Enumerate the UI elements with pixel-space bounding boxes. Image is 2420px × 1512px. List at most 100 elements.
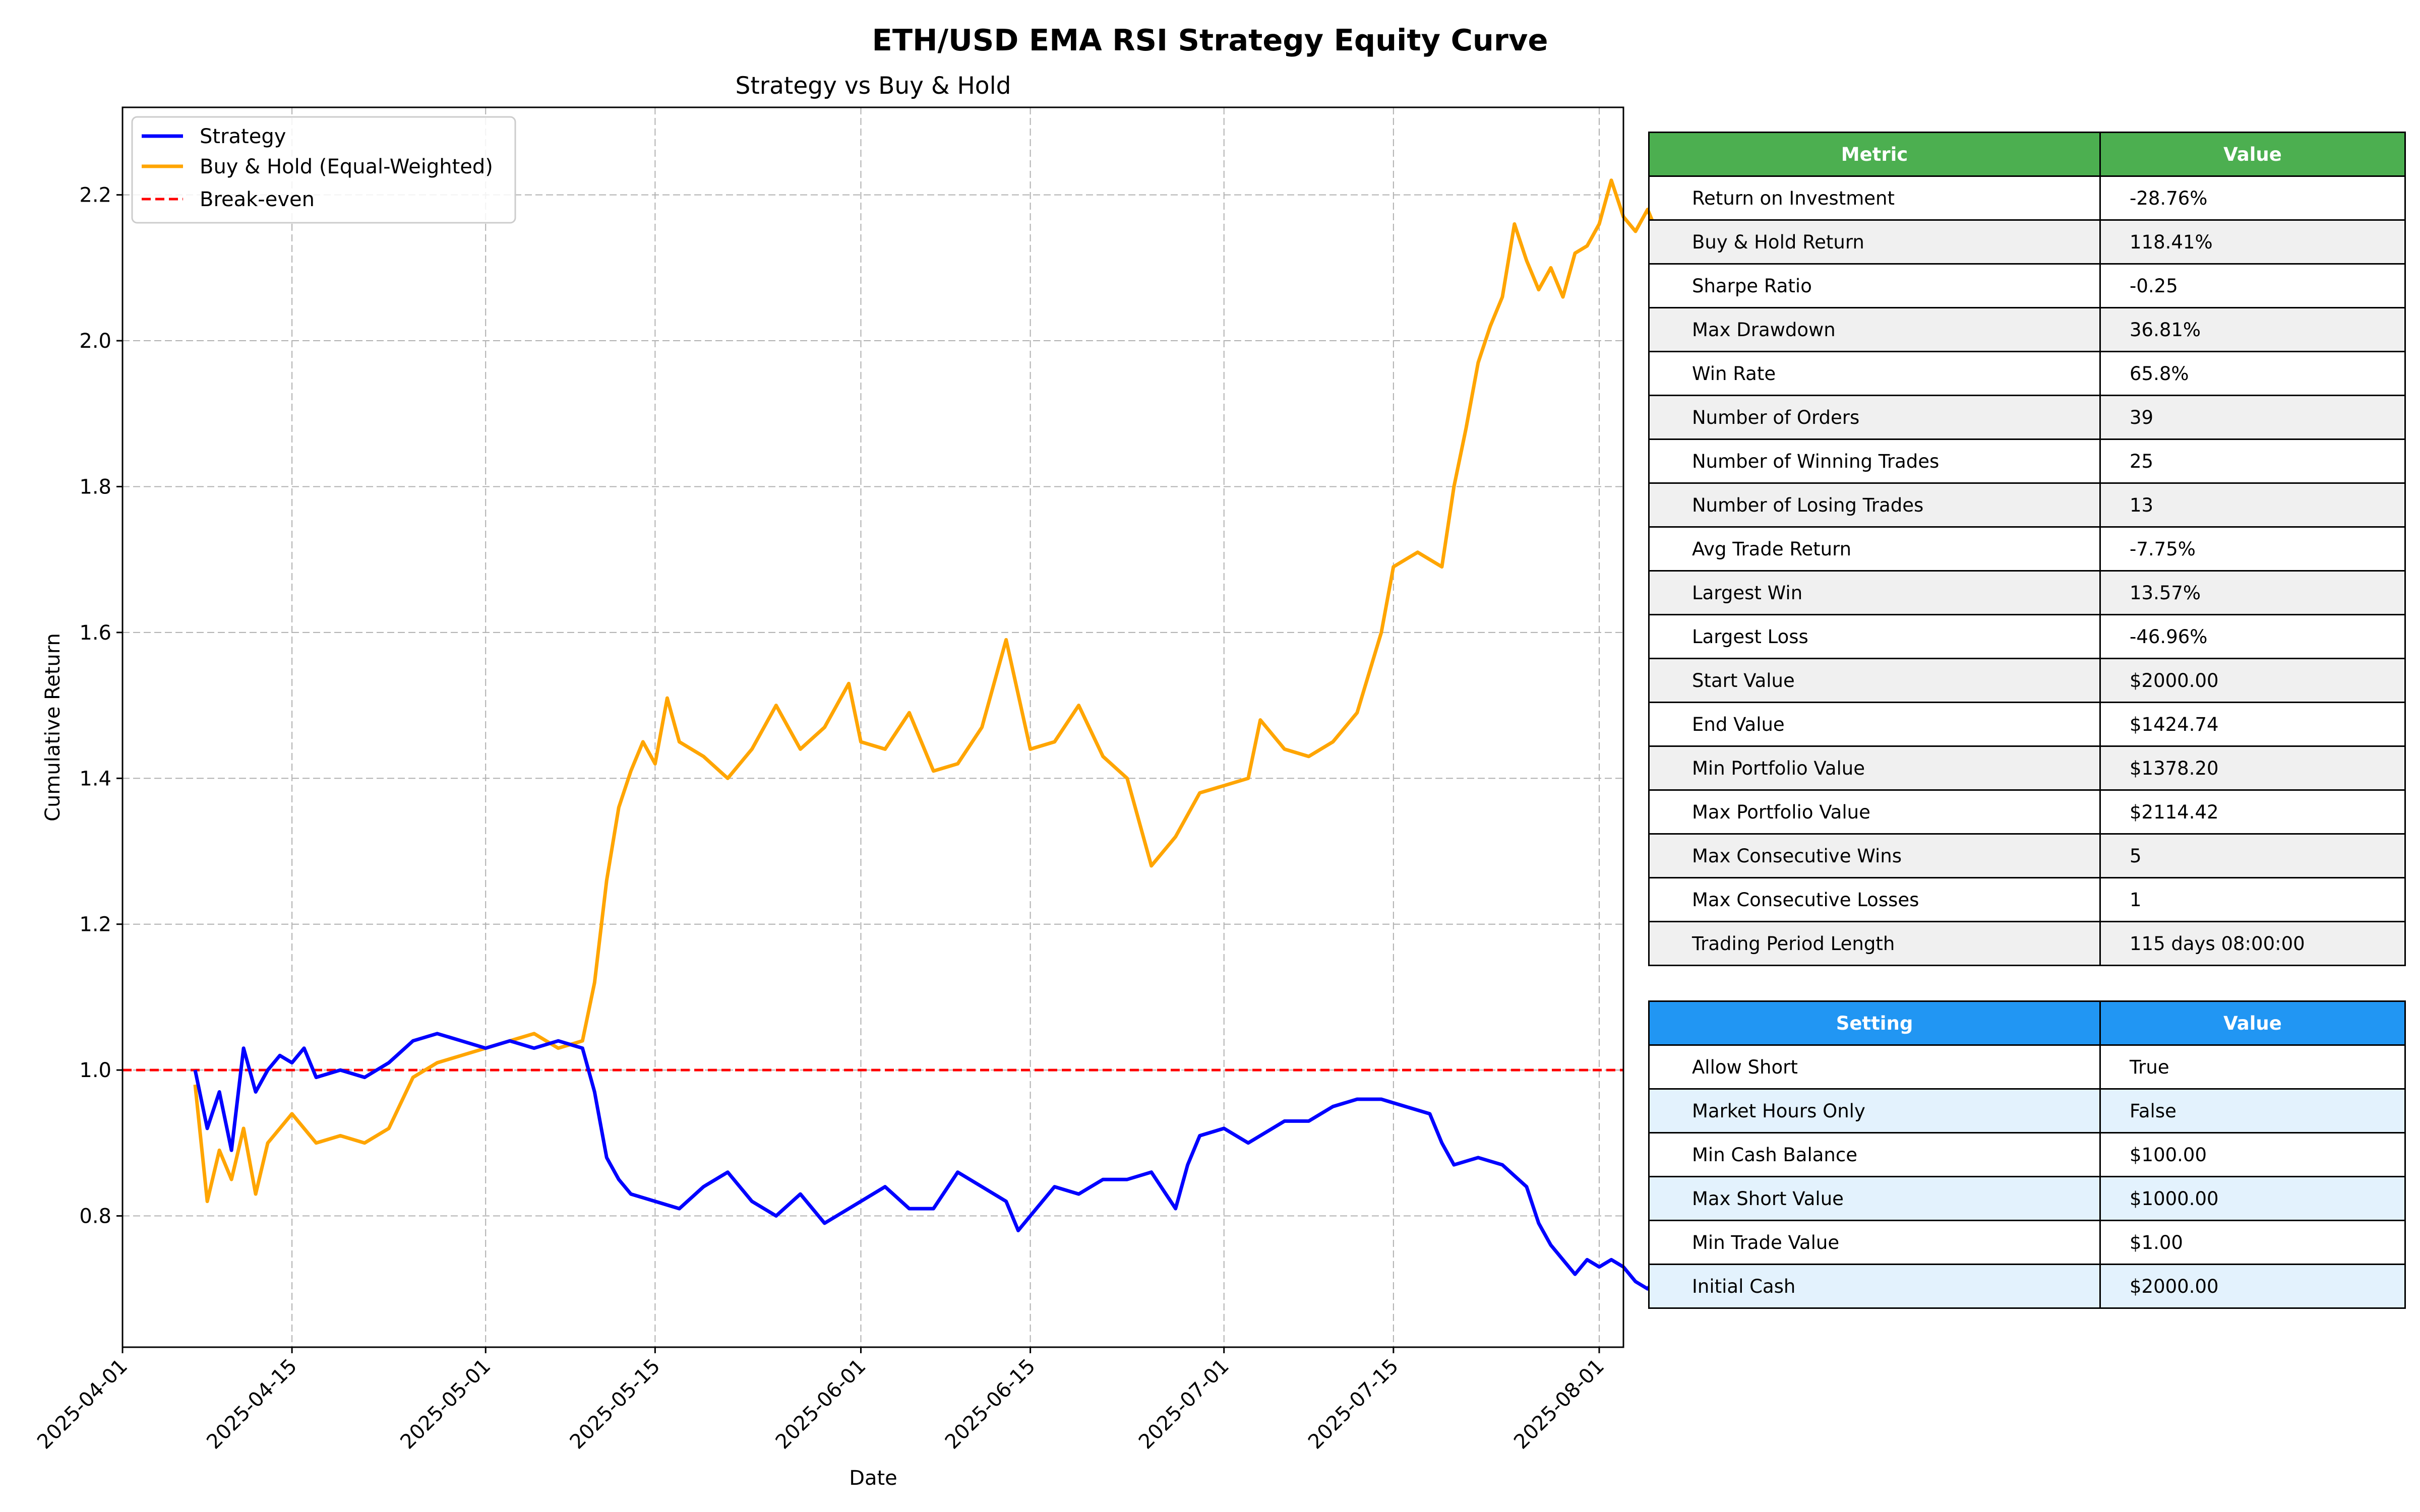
metrics-value-cell: $1424.74 bbox=[2099, 702, 2406, 747]
metrics-name-cell: Max Consecutive Losses bbox=[1648, 877, 2101, 922]
x-tick-label: 2025-04-01 bbox=[33, 1355, 132, 1454]
x-tick-label: 2025-07-15 bbox=[1304, 1355, 1403, 1454]
metrics-row: Trading Period Length 115 days 08:00:00 bbox=[1648, 921, 2406, 966]
legend-box bbox=[131, 116, 516, 224]
x-tick-label: 2025-04-15 bbox=[202, 1355, 301, 1454]
series-layer bbox=[193, 178, 1673, 1291]
metrics-value-cell: 5 bbox=[2099, 833, 2406, 878]
legend-label-strategy: Strategy bbox=[200, 125, 286, 148]
y-axis-ticks: 0.8 1.0 1.2 1.4 1.6 1.8 2.0 2.2 bbox=[79, 184, 123, 1228]
metrics-name-cell: End Value bbox=[1648, 702, 2101, 747]
y-tick-label: 0.8 bbox=[79, 1205, 111, 1228]
metrics-row: Start Value $2000.00 bbox=[1648, 658, 2406, 703]
metrics-value-cell: -7.75% bbox=[2099, 526, 2406, 572]
metrics-name-cell: Max Drawdown bbox=[1648, 307, 2101, 352]
metrics-name-cell: Start Value bbox=[1648, 658, 2101, 703]
metrics-row: Max Portfolio Value $2114.42 bbox=[1648, 789, 2406, 835]
settings-value-cell: True bbox=[2099, 1044, 2406, 1090]
metrics-row: Max Consecutive Wins 5 bbox=[1648, 833, 2406, 878]
metrics-row: Max Drawdown 36.81% bbox=[1648, 307, 2406, 352]
legend: Strategy Buy & Hold (Equal-Weighted) Bre… bbox=[131, 116, 516, 224]
plot-title: Strategy vs Buy & Hold bbox=[736, 72, 1011, 100]
metrics-row: Largest Loss -46.96% bbox=[1648, 614, 2406, 659]
settings-value-cell: False bbox=[2099, 1088, 2406, 1133]
metrics-name-cell: Return on Investment bbox=[1648, 175, 2101, 221]
metrics-value-cell: -28.76% bbox=[2099, 175, 2406, 221]
settings-row: Max Short Value $1000.00 bbox=[1648, 1176, 2406, 1221]
settings-row: Initial Cash $2000.00 bbox=[1648, 1264, 2406, 1309]
x-tick-label: 2025-05-01 bbox=[396, 1355, 495, 1454]
settings-header-cell: Value bbox=[2099, 1000, 2406, 1046]
metrics-name-cell: Min Portfolio Value bbox=[1648, 745, 2101, 791]
settings-row: Allow Short True bbox=[1648, 1044, 2406, 1090]
y-axis-label: Cumulative Return bbox=[41, 633, 65, 822]
metrics-row: Win Rate 65.8% bbox=[1648, 351, 2406, 396]
metrics-name-cell: Number of Orders bbox=[1648, 395, 2101, 440]
metrics-row: Number of Winning Trades 25 bbox=[1648, 438, 2406, 484]
settings-table: Setting Value Allow Short True Market Hours … bbox=[1648, 1000, 2406, 1309]
metrics-value-cell: 13 bbox=[2099, 482, 2406, 528]
metrics-name-cell: Max Portfolio Value bbox=[1648, 789, 2101, 835]
legend-label-buy-hold: Buy & Hold (Equal-Weighted) bbox=[200, 155, 493, 178]
x-tick-label: 2025-06-01 bbox=[771, 1355, 871, 1454]
y-tick-label: 1.6 bbox=[79, 621, 111, 645]
metrics-name-cell: Number of Losing Trades bbox=[1648, 482, 2101, 528]
metrics-value-cell: -0.25 bbox=[2099, 263, 2406, 308]
settings-name-cell: Min Cash Balance bbox=[1648, 1132, 2101, 1177]
figure-title: ETH/USD EMA RSI Strategy Equity Curve bbox=[872, 23, 1548, 57]
settings-name-cell: Initial Cash bbox=[1648, 1264, 2101, 1309]
settings-name-cell: Max Short Value bbox=[1648, 1176, 2101, 1221]
y-tick-label: 2.2 bbox=[79, 184, 111, 207]
metrics-value-cell: 36.81% bbox=[2099, 307, 2406, 352]
metrics-value-cell: 115 days 08:00:00 bbox=[2099, 921, 2406, 966]
series-line-strategy bbox=[193, 1032, 1672, 1291]
metrics-row: End Value $1424.74 bbox=[1648, 702, 2406, 747]
metrics-row: Avg Trade Return -7.75% bbox=[1648, 526, 2406, 572]
metrics-header-cell: Value bbox=[2099, 132, 2406, 177]
metrics-value-cell: $2114.42 bbox=[2099, 789, 2406, 835]
x-axis-label: Date bbox=[849, 1467, 897, 1490]
settings-value-cell: $1.00 bbox=[2099, 1220, 2406, 1265]
legend-label-break-even: Break-even bbox=[200, 188, 315, 211]
metrics-name-cell: Number of Winning Trades bbox=[1648, 438, 2101, 484]
metrics-value-cell: 13.57% bbox=[2099, 570, 2406, 615]
metrics-value-cell: 65.8% bbox=[2099, 351, 2406, 396]
settings-value-cell: $100.00 bbox=[2099, 1132, 2406, 1177]
metrics-name-cell: Largest Loss bbox=[1648, 614, 2101, 659]
metrics-value-cell: $1378.20 bbox=[2099, 745, 2406, 791]
metrics-value-cell: 39 bbox=[2099, 395, 2406, 440]
metrics-row: Min Portfolio Value $1378.20 bbox=[1648, 745, 2406, 791]
metrics-value-cell: 1 bbox=[2099, 877, 2406, 922]
y-tick-label: 1.8 bbox=[79, 475, 111, 498]
metrics-name-cell: Win Rate bbox=[1648, 351, 2101, 396]
metrics-row: Return on Investment -28.76% bbox=[1648, 175, 2406, 221]
metrics-value-cell: 118.41% bbox=[2099, 219, 2406, 265]
metrics-name-cell: Trading Period Length bbox=[1648, 921, 2101, 966]
metrics-row: Buy & Hold Return 118.41% bbox=[1648, 219, 2406, 265]
metrics-value-cell: 25 bbox=[2099, 438, 2406, 484]
y-tick-label: 1.4 bbox=[79, 767, 111, 790]
settings-name-cell: Min Trade Value bbox=[1648, 1220, 2101, 1265]
y-tick-label: 1.0 bbox=[79, 1059, 111, 1082]
series-line-buy-hold bbox=[193, 178, 1673, 1204]
metrics-row: Sharpe Ratio -0.25 bbox=[1648, 263, 2406, 308]
settings-header-cell: Setting bbox=[1648, 1000, 2101, 1046]
metrics-value-cell: $2000.00 bbox=[2099, 658, 2406, 703]
settings-header-row: Setting Value bbox=[1648, 1000, 2406, 1046]
metrics-name-cell: Buy & Hold Return bbox=[1648, 219, 2101, 265]
settings-value-cell: $2000.00 bbox=[2099, 1264, 2406, 1309]
x-tick-label: 2025-06-15 bbox=[941, 1355, 1040, 1454]
x-tick-label: 2025-05-15 bbox=[566, 1355, 665, 1454]
metrics-row: Number of Losing Trades 13 bbox=[1648, 482, 2406, 528]
metrics-table: Metric Value Return on Investment -28.76% Bu… bbox=[1648, 132, 2406, 966]
metrics-header-row: Metric Value bbox=[1648, 132, 2406, 177]
settings-row: Min Cash Balance $100.00 bbox=[1648, 1132, 2406, 1177]
x-tick-label: 2025-08-01 bbox=[1509, 1355, 1609, 1454]
settings-value-cell: $1000.00 bbox=[2099, 1176, 2406, 1221]
y-tick-label: 1.2 bbox=[79, 913, 111, 936]
metrics-header-cell: Metric bbox=[1648, 132, 2101, 177]
x-tick-label: 2025-07-01 bbox=[1134, 1355, 1234, 1454]
plot-frame bbox=[122, 106, 1624, 1348]
settings-name-cell: Allow Short bbox=[1648, 1044, 2101, 1090]
